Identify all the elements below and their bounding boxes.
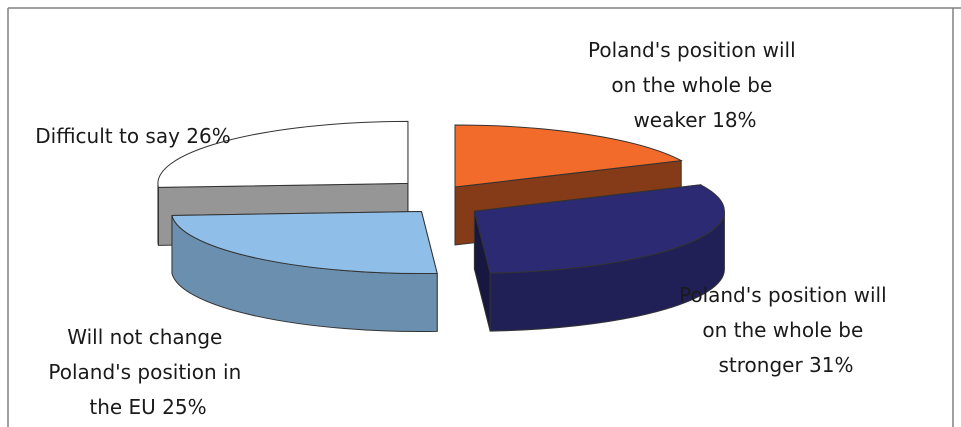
data-label-stronger: Poland's position will on the whole be s…	[679, 283, 893, 377]
pie-slice-nochange	[171, 211, 438, 275]
data-label-weaker: Poland's position will on the whole be w…	[588, 38, 802, 132]
pie-slice-weaker	[454, 124, 683, 188]
data-label-weaker-line: on the whole be	[611, 73, 772, 97]
pie-slice-difficult	[157, 120, 409, 188]
data-label-weaker-line: weaker 18%	[633, 108, 756, 132]
data-label-nochange-line: Will not change	[67, 325, 222, 349]
data-label-nochange: Will not change Poland's position in the…	[48, 325, 247, 419]
data-label-difficult-line: Difficult to say 26%	[35, 124, 230, 148]
pie-slice-stronger	[473, 184, 725, 274]
data-label-nochange-line: Poland's position in	[48, 360, 241, 384]
pie-slices	[157, 120, 725, 333]
data-label-nochange-line: the EU 25%	[89, 395, 206, 419]
data-label-stronger-line: Poland's position will	[679, 283, 887, 307]
data-label-stronger-line: stronger 31%	[719, 353, 854, 377]
data-label-weaker-line: Poland's position will	[588, 38, 796, 62]
data-label-stronger-line: on the whole be	[702, 318, 863, 342]
data-label-difficult: Difficult to say 26%	[35, 124, 230, 148]
